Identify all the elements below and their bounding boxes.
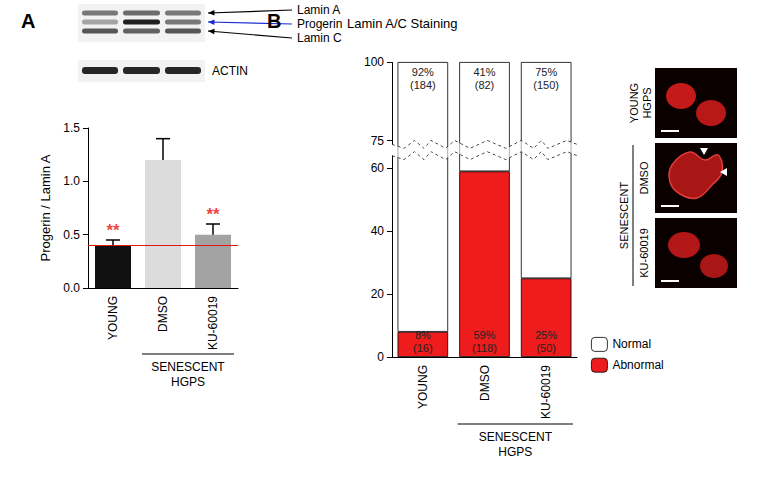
- svg-text:(184): (184): [410, 79, 436, 91]
- svg-text:59%: 59%: [473, 329, 495, 341]
- svg-text:HGPS: HGPS: [641, 87, 653, 118]
- svg-text:DMSO: DMSO: [478, 365, 492, 401]
- svg-text:KU-60019: KU-60019: [206, 296, 220, 350]
- svg-text:Progerin / Lamin A: Progerin / Lamin A: [38, 154, 53, 261]
- svg-text:(82): (82): [475, 79, 495, 91]
- svg-text:Progerin: Progerin: [297, 17, 342, 31]
- svg-text:40: 40: [371, 224, 385, 238]
- svg-text:8%: 8%: [415, 329, 431, 341]
- svg-text:KU-60019: KU-60019: [539, 365, 553, 419]
- svg-text:60: 60: [371, 161, 385, 175]
- svg-text:HGPS: HGPS: [171, 375, 205, 389]
- svg-text:HGPS: HGPS: [498, 445, 532, 459]
- svg-text:41%: 41%: [473, 66, 495, 78]
- svg-text:100: 100: [364, 55, 384, 69]
- svg-text:0.5: 0.5: [63, 228, 80, 242]
- svg-text:YOUNG: YOUNG: [628, 83, 640, 123]
- svg-text:(16): (16): [413, 342, 433, 354]
- svg-text:Normal: Normal: [612, 337, 651, 351]
- svg-text:Lamin A/C Staining: Lamin A/C Staining: [347, 16, 458, 31]
- svg-text:75%: 75%: [535, 66, 557, 78]
- svg-text:YOUNG: YOUNG: [416, 365, 430, 409]
- svg-text:25%: 25%: [535, 329, 557, 341]
- svg-text:0: 0: [377, 350, 384, 364]
- svg-text:DMSO: DMSO: [156, 296, 170, 332]
- svg-text:B: B: [267, 10, 281, 32]
- svg-text:75: 75: [371, 134, 385, 148]
- svg-text:DMSO: DMSO: [638, 161, 650, 194]
- svg-text:(50): (50): [536, 342, 556, 354]
- svg-text:0.0: 0.0: [63, 281, 80, 295]
- svg-text:1.5: 1.5: [63, 121, 80, 135]
- svg-text:(118): (118): [472, 342, 497, 354]
- svg-text:Abnormal: Abnormal: [612, 358, 663, 372]
- svg-text:92%: 92%: [412, 66, 434, 78]
- svg-text:(150): (150): [533, 79, 559, 91]
- svg-text:Lamin A: Lamin A: [297, 3, 340, 17]
- svg-text:A: A: [21, 10, 35, 32]
- svg-text:**: **: [206, 205, 220, 224]
- svg-text:**: **: [106, 221, 120, 240]
- svg-text:SENESCENT: SENESCENT: [479, 430, 553, 444]
- svg-text:YOUNG: YOUNG: [106, 296, 120, 340]
- svg-text:SENESCENT: SENESCENT: [618, 182, 630, 250]
- svg-text:SENESCENT: SENESCENT: [151, 360, 225, 374]
- svg-text:20: 20: [371, 287, 385, 301]
- svg-text:KU-60019: KU-60019: [638, 228, 650, 278]
- svg-text:ACTIN: ACTIN: [212, 64, 248, 78]
- svg-text:1.0: 1.0: [63, 174, 80, 188]
- svg-text:Lamin C: Lamin C: [297, 31, 342, 45]
